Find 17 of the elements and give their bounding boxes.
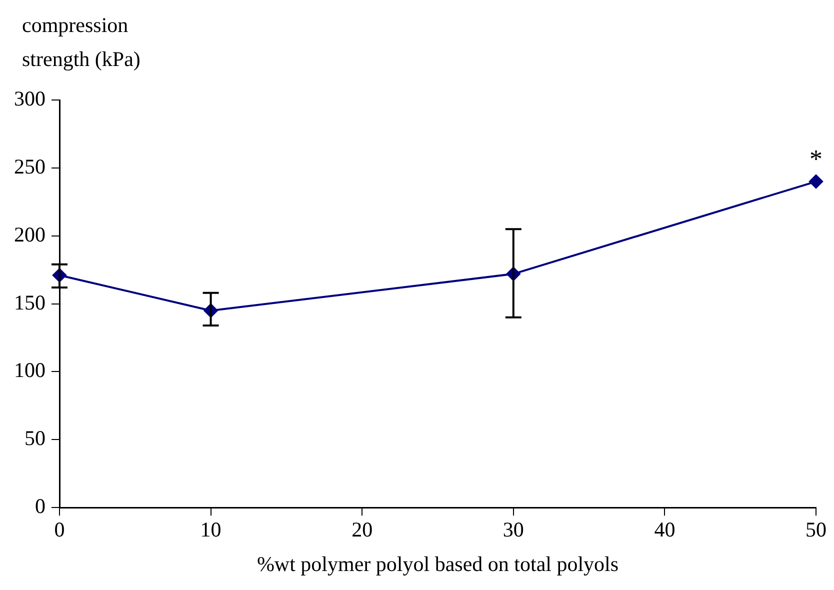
y-tick-label: 250 bbox=[14, 154, 46, 178]
y-tick-label: 0 bbox=[35, 494, 46, 518]
y-tick-label: 150 bbox=[14, 290, 46, 314]
y-tick-label: 200 bbox=[14, 222, 46, 246]
point bbox=[809, 174, 823, 189]
x-tick-label: 40 bbox=[654, 518, 676, 542]
x-tick-label: 50 bbox=[806, 518, 826, 542]
x-tick-label: 20 bbox=[352, 518, 373, 542]
x-tick-label: 10 bbox=[200, 518, 222, 542]
y-tick-label: 300 bbox=[14, 86, 46, 111]
y-tick-label: 50 bbox=[24, 426, 46, 450]
y-tick-label: 100 bbox=[14, 358, 46, 382]
x-tick-label: 30 bbox=[502, 518, 524, 542]
y-axis-title: compression strength (kPa) bbox=[22, 12, 142, 73]
x-axis-title: %wt polymer polyol based on total polyols bbox=[256, 552, 619, 576]
annotation: * bbox=[810, 144, 822, 174]
x-tick-label: 0 bbox=[54, 518, 65, 542]
